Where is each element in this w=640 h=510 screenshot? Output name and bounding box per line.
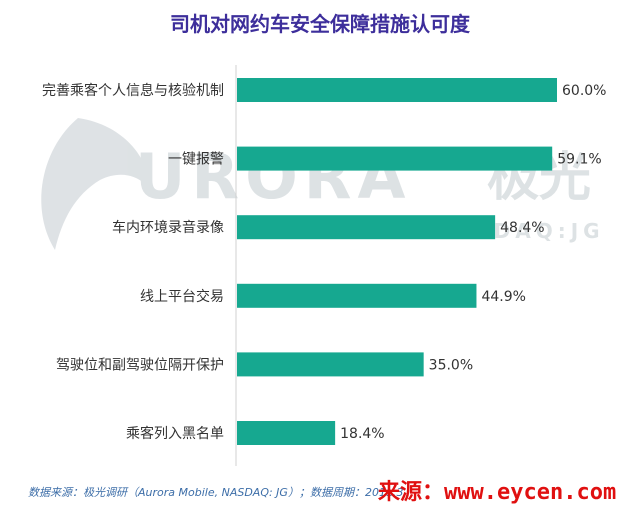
footer-tail: ...3 — [385, 486, 404, 499]
value-label-4: 44.9% — [481, 289, 525, 305]
category-label-3: 车内环境录音录像 — [112, 219, 224, 236]
bar-4 — [237, 283, 477, 308]
category-label-5: 驾驶位和副驾驶位隔开保护 — [56, 357, 224, 373]
value-label-3: 48.4% — [500, 220, 544, 236]
bar-6 — [237, 421, 336, 445]
watermark-logo-icon — [41, 118, 150, 250]
bar-3 — [237, 215, 496, 240]
data-source-note: 数据来源：极光调研（Aurora Mobile, NASDAQ: JG）；数据周… — [28, 484, 403, 500]
category-label-4: 线上平台交易 — [140, 288, 224, 305]
bar-2 — [237, 146, 553, 171]
category-label-1: 完善乘客个人信息与核验机制 — [42, 82, 224, 99]
value-label-6: 18.4% — [340, 426, 384, 442]
value-label-5: 35.0% — [429, 357, 473, 373]
value-label-1: 60.0% — [562, 83, 606, 99]
bar-5 — [237, 352, 424, 377]
category-label-2: 一键报警 — [168, 152, 224, 168]
bar-1 — [237, 78, 557, 102]
chart-title: 司机对网约车安全保障措施认可度 — [170, 12, 470, 36]
source-watermark: 来源：www.eycen.com — [378, 480, 617, 505]
footer-text: 数据来源：极光调研（Aurora Mobile, NASDAQ: JG）；数据周… — [28, 486, 386, 499]
category-label-6: 乘客列入黑名单 — [126, 425, 224, 442]
value-label-2: 59.1% — [557, 152, 601, 168]
